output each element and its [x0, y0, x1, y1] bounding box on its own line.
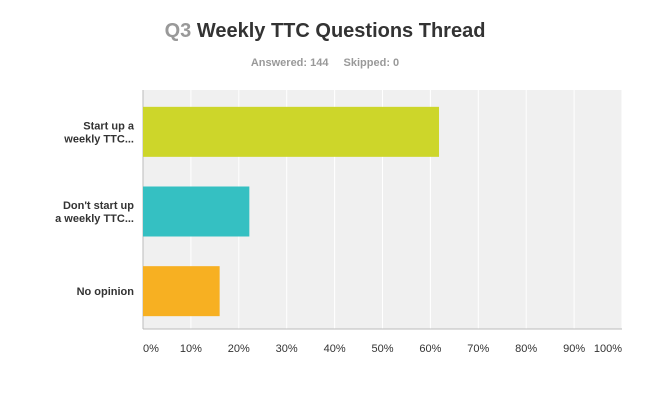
chart-title: Q3 Weekly TTC Questions Thread [0, 20, 650, 43]
bar [143, 106, 440, 157]
x-tick-label: 60% [419, 343, 441, 355]
x-tick-label: 10% [180, 343, 202, 355]
category-label: Start up a [83, 120, 135, 132]
category-label: weekly TTC... [63, 133, 134, 145]
question-number: Q3 [164, 20, 192, 42]
question-title: Weekly TTC Questions Thread [196, 20, 486, 42]
x-tick-label: 80% [515, 343, 537, 355]
category-label: Don't start up [63, 200, 134, 212]
x-tick-label: 90% [563, 343, 585, 355]
bar [143, 186, 250, 237]
category-label: a weekly TTC... [55, 213, 134, 225]
skipped-count: Skipped: 0 [343, 57, 400, 69]
x-tick-label: 20% [228, 343, 250, 355]
x-tick-label: 30% [276, 343, 298, 355]
x-tick-label: 100% [594, 343, 622, 355]
x-tick-label: 50% [371, 343, 393, 355]
response-stats: Answered: 144 Skipped: 0 [0, 57, 650, 69]
x-tick-label: 40% [324, 343, 346, 355]
bar [143, 266, 220, 317]
answered-count: Answered: 144 [250, 57, 329, 69]
x-tick-label: 70% [467, 343, 489, 355]
category-label: No opinion [77, 286, 135, 298]
x-tick-label: 0% [143, 343, 159, 355]
